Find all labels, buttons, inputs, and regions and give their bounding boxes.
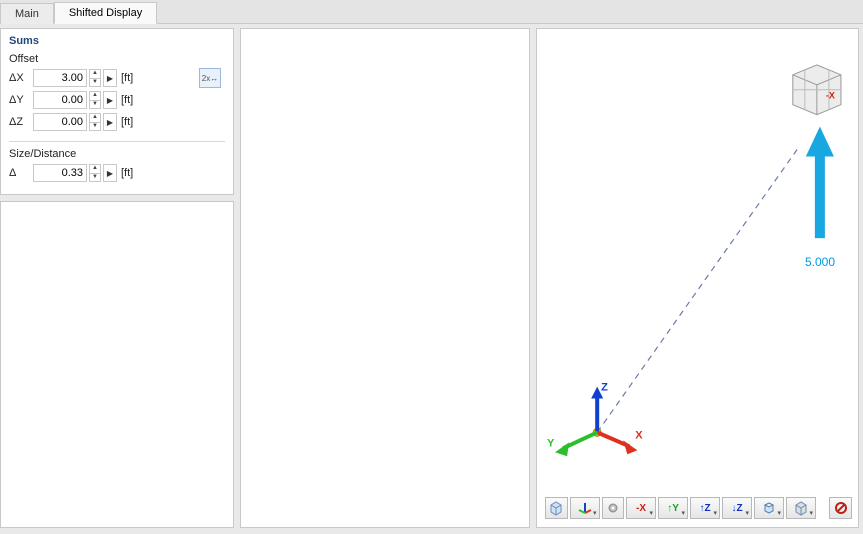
sums-title: Sums xyxy=(9,35,225,47)
dx-input[interactable] xyxy=(33,69,87,87)
axis-x-label: X xyxy=(635,429,643,441)
dy-play-icon[interactable]: ▶ xyxy=(103,91,117,109)
axes-display-icon[interactable] xyxy=(570,497,600,519)
content-area: Sums Offset ΔX ▲▼ ▶ [ft] 2x↔ ΔY ▲▼ ▶ [ft… xyxy=(0,24,863,534)
d-spinner[interactable]: ▲▼ xyxy=(89,164,101,182)
svg-text:-X: -X xyxy=(826,91,835,101)
viewport-3d[interactable]: -X Z X Y 5. xyxy=(537,29,858,527)
dy-label: ΔY xyxy=(9,94,31,106)
view-pos-z-icon[interactable]: ↑Z xyxy=(690,497,720,519)
dz-unit: [ft] xyxy=(121,116,133,128)
dz-label: ΔZ xyxy=(9,116,31,128)
offset-dz-row: ΔZ ▲▼ ▶ [ft] xyxy=(9,111,225,133)
d-label: Δ xyxy=(9,167,31,179)
load-value-label: 5.000 xyxy=(805,255,835,269)
dz-input[interactable] xyxy=(33,113,87,131)
dy-spinner[interactable]: ▲▼ xyxy=(89,91,101,109)
dy-unit: [ft] xyxy=(121,94,133,106)
dx-play-icon[interactable]: ▶ xyxy=(103,69,117,87)
reset-view-icon[interactable] xyxy=(829,497,852,519)
view-neg-z-icon[interactable]: ↓Z xyxy=(722,497,752,519)
view-pos-y-icon[interactable]: ↑Y xyxy=(658,497,688,519)
view-mode-icon[interactable] xyxy=(545,497,568,519)
dz-spinner[interactable]: ▲▼ xyxy=(89,113,101,131)
offset-dy-row: ΔY ▲▼ ▶ [ft] xyxy=(9,89,225,111)
viewport-toolbar: -X↑Y↑Z↓Z xyxy=(537,495,858,521)
separator xyxy=(9,141,225,142)
axis-z-label: Z xyxy=(601,382,608,394)
dx-unit: [ft] xyxy=(121,72,133,84)
tab-shifted-display[interactable]: Shifted Display xyxy=(54,2,157,24)
isometric-icon[interactable] xyxy=(754,497,784,519)
left-column: Sums Offset ΔX ▲▼ ▶ [ft] 2x↔ ΔY ▲▼ ▶ [ft… xyxy=(0,28,234,528)
render-options-icon[interactable] xyxy=(602,497,625,519)
dx-label: ΔX xyxy=(9,72,31,84)
d-play-icon[interactable]: ▶ xyxy=(103,164,117,182)
offset-label: Offset xyxy=(9,53,225,65)
size-d-row: Δ ▲▼ ▶ [ft] xyxy=(9,162,225,184)
left-lower-panel xyxy=(0,201,234,528)
middle-panel xyxy=(240,28,530,528)
show-cube-icon[interactable] xyxy=(786,497,816,519)
dy-input[interactable] xyxy=(33,91,87,109)
tab-main[interactable]: Main xyxy=(0,3,54,24)
viewport-panel: -X Z X Y 5. xyxy=(536,28,859,528)
axis-y-label: Y xyxy=(547,437,555,449)
sums-panel: Sums Offset ΔX ▲▼ ▶ [ft] 2x↔ ΔY ▲▼ ▶ [ft… xyxy=(0,28,234,195)
load-arrow xyxy=(806,127,834,239)
offset-tool-icon[interactable]: 2x↔ xyxy=(199,68,221,88)
view-neg-x-icon[interactable]: -X xyxy=(626,497,656,519)
member-line xyxy=(597,149,798,433)
d-input[interactable] xyxy=(33,164,87,182)
dx-spinner[interactable]: ▲▼ xyxy=(89,69,101,87)
size-distance-label: Size/Distance xyxy=(9,148,225,160)
d-unit: [ft] xyxy=(121,167,133,179)
dz-play-icon[interactable]: ▶ xyxy=(103,113,117,131)
axis-triad: Z X Y xyxy=(547,382,643,457)
tabstrip: Main Shifted Display xyxy=(0,0,863,24)
view-cube-icon[interactable]: -X xyxy=(793,65,841,115)
offset-dx-row: ΔX ▲▼ ▶ [ft] 2x↔ xyxy=(9,67,225,89)
